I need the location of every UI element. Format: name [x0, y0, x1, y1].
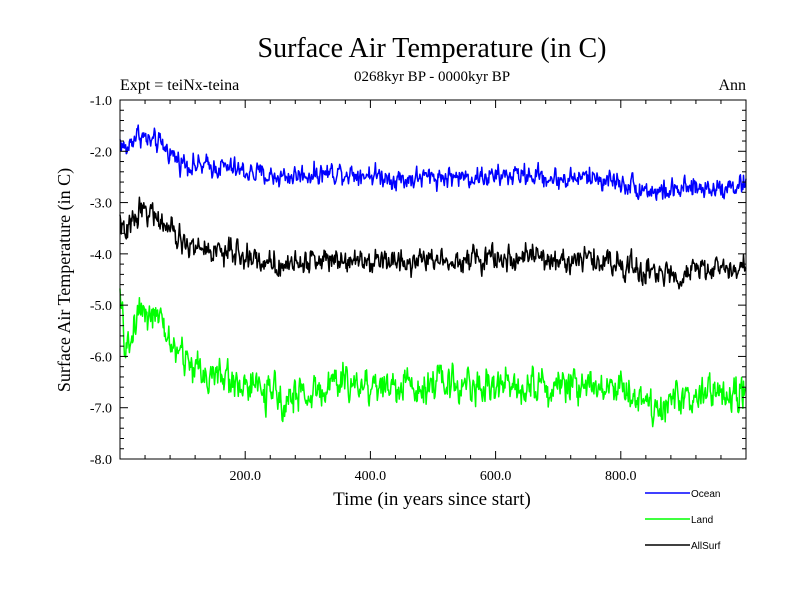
series-line-land [119, 288, 747, 428]
plot-frame [119, 99, 747, 460]
chart-title: Surface Air Temperature (in C) [258, 33, 607, 64]
period-label: Ann [718, 77, 746, 94]
axis-ticks: -1.0 -2.0 -3.0 -4.0 -5.0 -6.0 -7.0 -8.0 200.0 400… [90, 94, 746, 484]
legend-label-allsurf: AllSurf [691, 541, 721, 552]
legend-label-ocean: Ocean [691, 489, 720, 500]
series-line-ocean [119, 124, 747, 201]
y-axis-label: Surface Air Temperature (in C) [54, 168, 75, 392]
y-tick-label: -5.0 [90, 299, 112, 314]
y-tick-label: -8.0 [90, 453, 112, 468]
x-axis-label: Time (in years since start) [333, 489, 531, 510]
x-tick-label: 800.0 [605, 469, 637, 484]
y-tick-label: -2.0 [90, 145, 112, 160]
y-tick-label: -3.0 [90, 197, 112, 212]
legend-label-land: Land [691, 515, 713, 526]
chart-subtitle: 0268kyr BP - 0000kyr BP [354, 69, 510, 85]
y-tick-label: -4.0 [90, 248, 112, 263]
x-tick-label: 600.0 [480, 469, 512, 484]
y-tick-label: -6.0 [90, 350, 112, 365]
x-tick-label: 400.0 [355, 469, 387, 484]
y-tick-label: -1.0 [90, 94, 112, 109]
legend: Ocean Land AllSurf [645, 489, 721, 552]
y-tick-label: -7.0 [90, 402, 112, 417]
series-layer [119, 124, 747, 428]
x-tick-label: 200.0 [229, 469, 261, 484]
experiment-label: Expt = teiNx-teina [120, 77, 239, 94]
series-line-allsurf [119, 196, 747, 290]
